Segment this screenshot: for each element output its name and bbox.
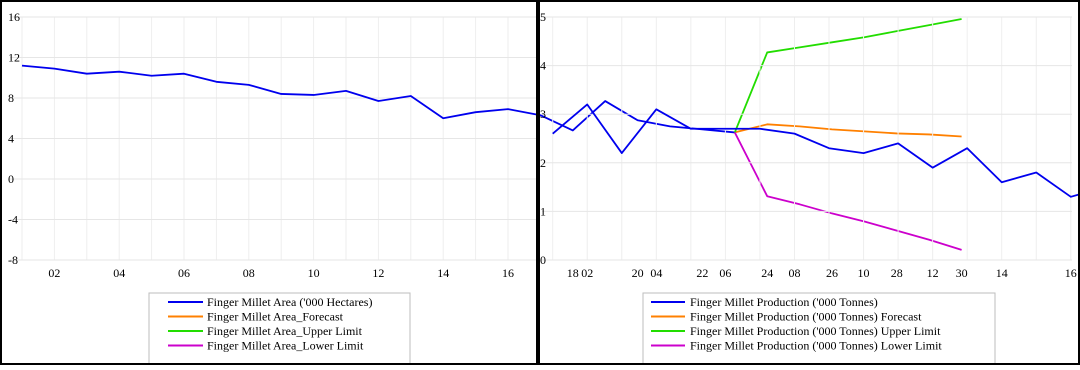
y-tick-label: 4	[540, 59, 546, 73]
y-tick-label: 12	[8, 51, 20, 65]
legend-label: Finger Millet Production ('000 Tonnes)	[690, 295, 878, 309]
legend-label: Finger Millet Area_Upper Limit	[207, 324, 363, 338]
y-tick-label: 0	[8, 172, 14, 186]
y-tick-label: 1	[540, 204, 546, 218]
y-tick-label: 4	[8, 132, 14, 146]
x-tick-label: 12	[372, 266, 384, 280]
y-tick-label: 0	[540, 253, 546, 267]
x-tick-label: 12	[927, 266, 939, 280]
y-tick-label: 16	[8, 10, 20, 24]
y-tick-label: -4	[8, 213, 18, 227]
series-line	[21, 64, 735, 134]
x-tick-label: 22	[696, 266, 708, 280]
chart-panel-2: 012345020406081012141618202224262830Fing…	[538, 0, 1080, 370]
legend-label: Finger Millet Area ('000 Hectares)	[207, 295, 372, 309]
x-tick-label: 02	[581, 266, 593, 280]
x-tick-label: 28	[891, 266, 903, 280]
legend-label: Finger Millet Production ('000 Tonnes) L…	[690, 339, 942, 353]
x-tick-label: 08	[788, 266, 800, 280]
legend-box	[642, 292, 996, 370]
panel-frame	[538, 0, 1080, 365]
series-line	[552, 103, 1080, 198]
y-tick-label: -8	[8, 253, 18, 267]
x-tick-label: 06	[178, 266, 190, 280]
y-tick-label: 8	[8, 91, 14, 105]
legend-label: Finger Millet Production ('000 Tonnes) U…	[690, 324, 941, 338]
x-tick-label: 04	[113, 266, 125, 280]
x-tick-label: 18	[567, 266, 579, 280]
legend-label: Finger Millet Area_Lower Limit	[207, 339, 364, 353]
x-tick-label: 30	[956, 266, 968, 280]
x-tick-label: 08	[243, 266, 255, 280]
x-tick-label: 16	[1065, 266, 1077, 280]
series-line	[734, 123, 962, 138]
x-tick-label: 26	[826, 266, 838, 280]
x-tick-label: 06	[719, 266, 731, 280]
y-tick-label: 5	[540, 10, 546, 24]
y-tick-label: 3	[540, 107, 546, 121]
legend-label: Finger Millet Production ('000 Tonnes) F…	[690, 310, 922, 324]
series-line	[733, 132, 962, 251]
x-tick-label: 10	[858, 266, 870, 280]
x-tick-label: 14	[996, 266, 1008, 280]
x-tick-label: 20	[632, 266, 644, 280]
y-tick-label: 2	[540, 156, 546, 170]
legend-label: Finger Millet Area_Forecast	[207, 310, 344, 324]
x-tick-label: 24	[761, 266, 773, 280]
x-tick-label: 10	[308, 266, 320, 280]
panel-frame	[0, 0, 538, 365]
series-line	[733, 18, 962, 133]
x-tick-label: 02	[48, 266, 60, 280]
x-tick-label: 14	[437, 266, 449, 280]
x-tick-label: 04	[650, 266, 662, 280]
x-tick-label: 16	[502, 266, 514, 280]
